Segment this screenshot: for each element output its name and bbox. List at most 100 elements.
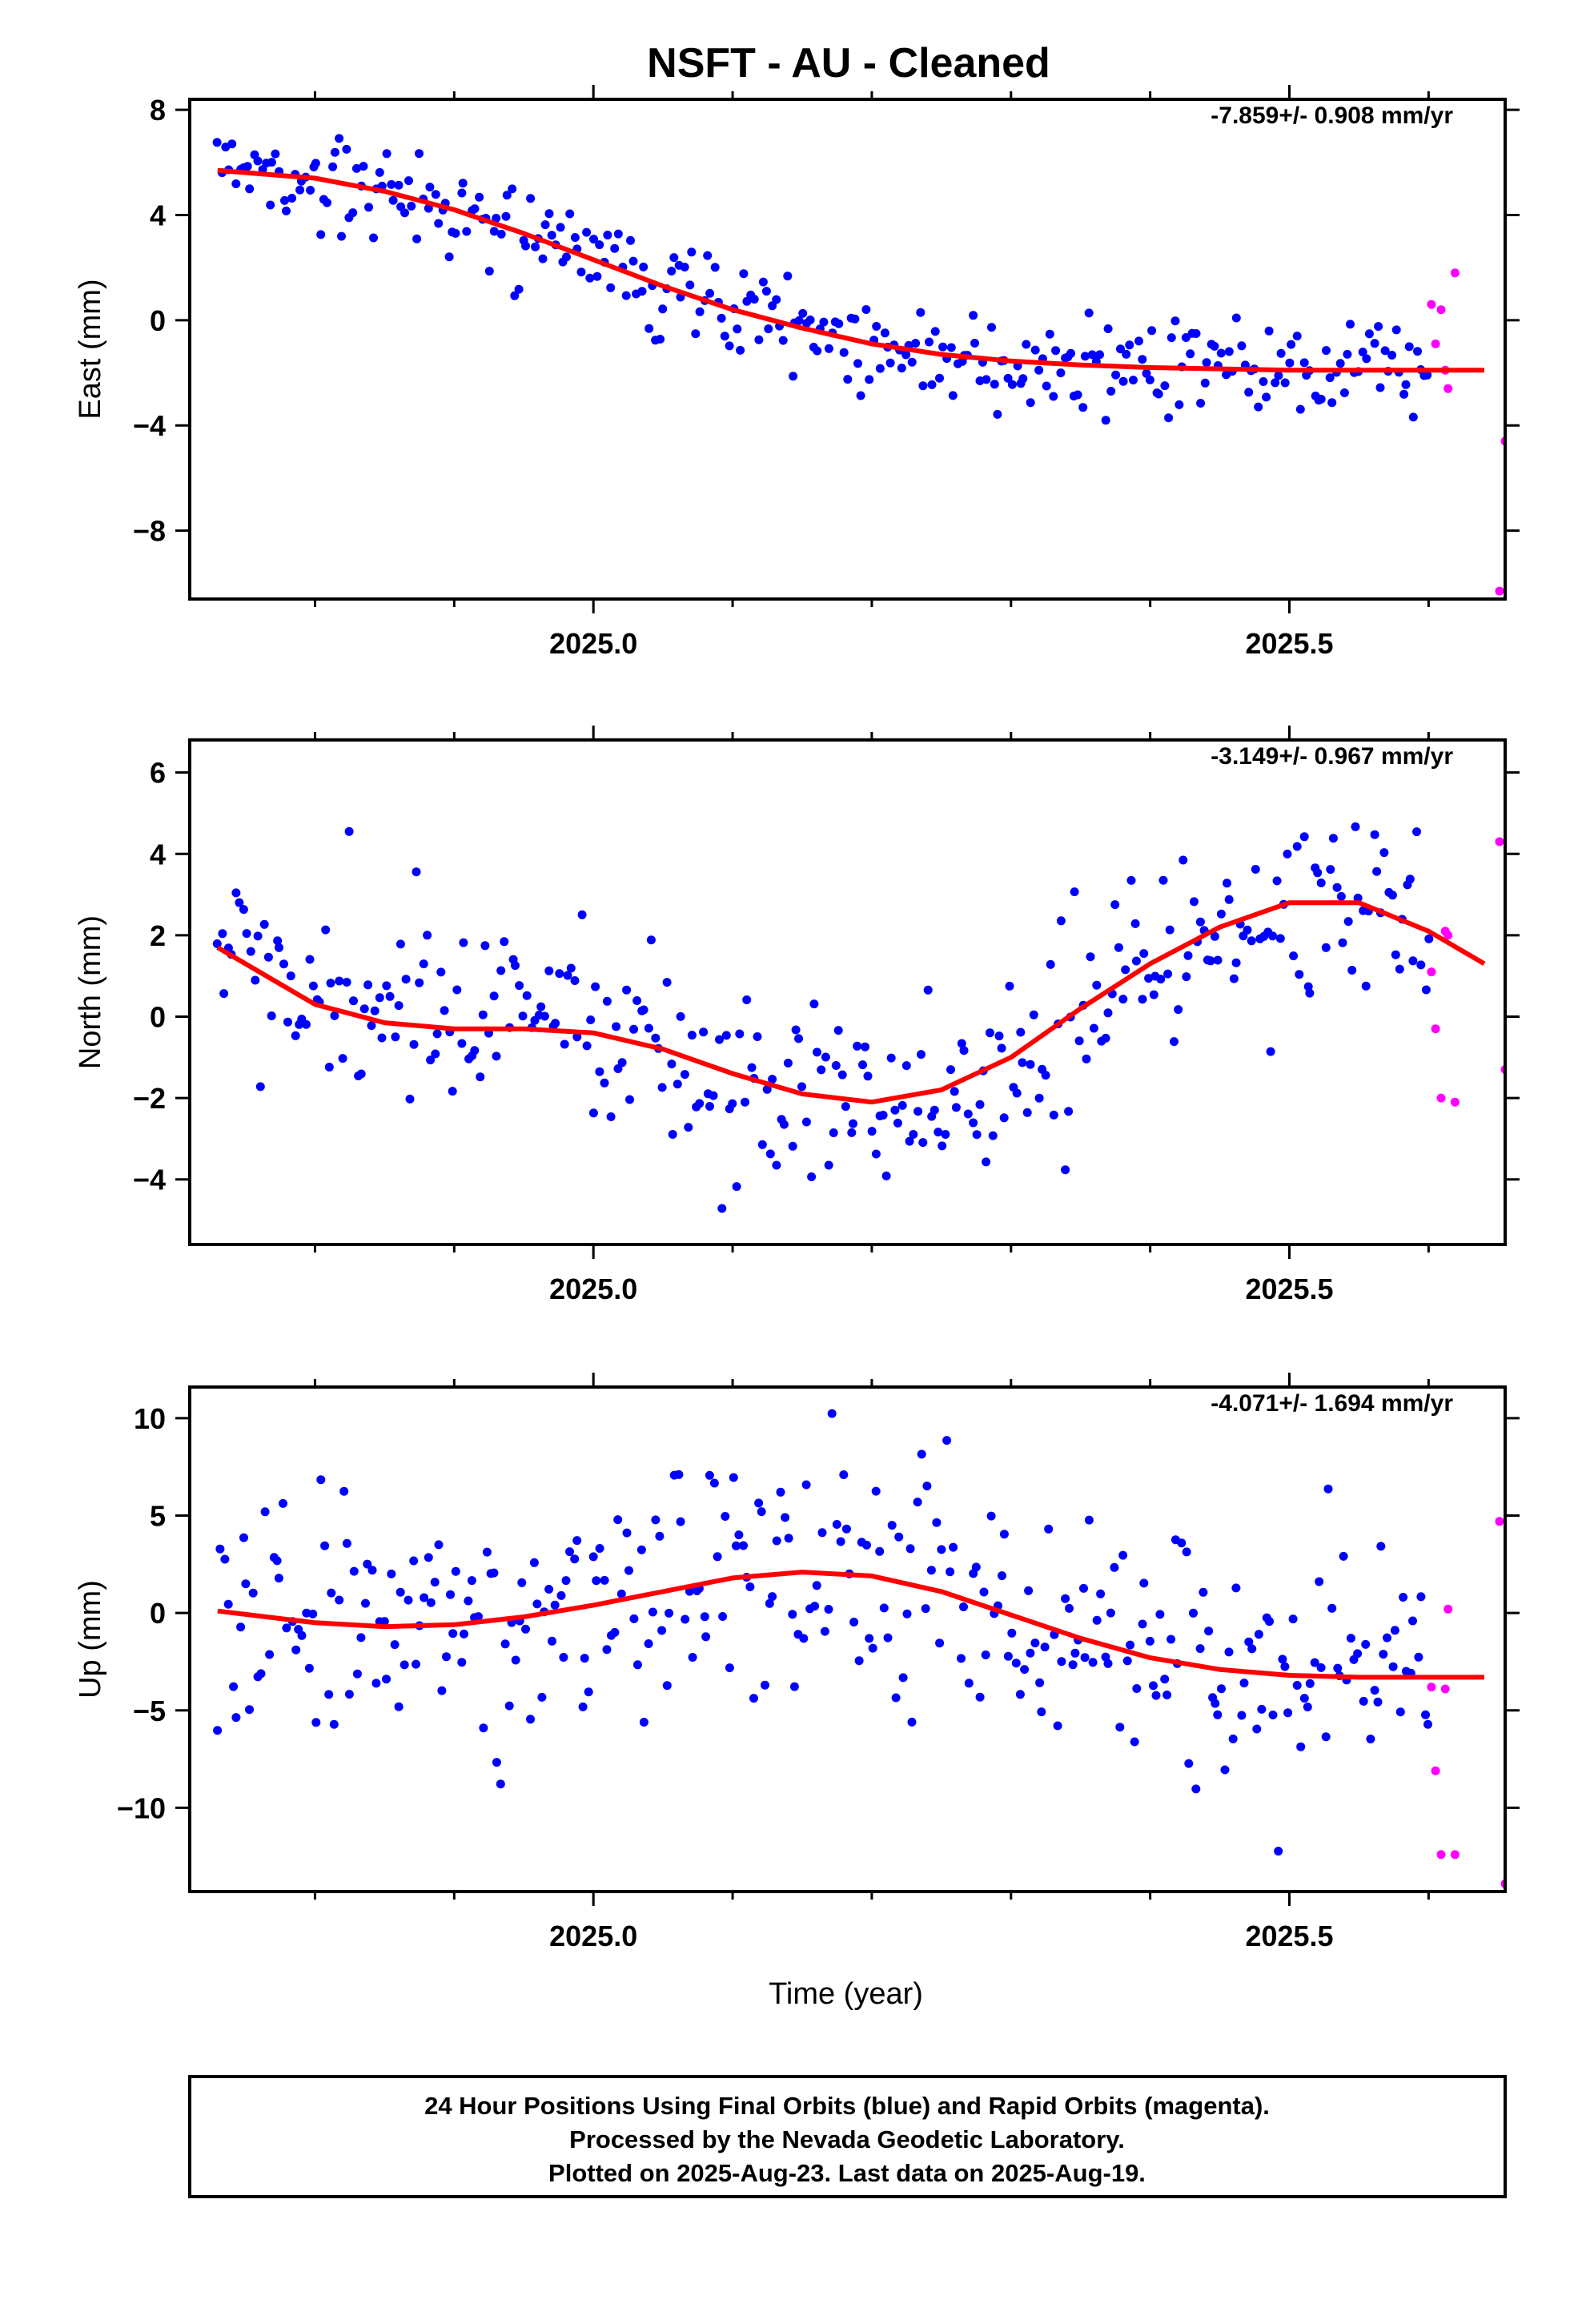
- final-orbit-point: [1080, 1653, 1090, 1663]
- final-orbit-point: [1130, 919, 1140, 928]
- final-orbit-point: [1034, 365, 1044, 375]
- final-orbit-point: [930, 327, 940, 336]
- final-orbit-point: [847, 1128, 857, 1137]
- footer-line-2: Processed by the Nevada Geodetic Laborat…: [569, 2125, 1125, 2153]
- final-orbit-point: [695, 307, 705, 316]
- final-orbit-point: [999, 1113, 1009, 1123]
- final-orbit-point: [521, 1624, 530, 1634]
- y-tick-label: −10: [117, 1791, 166, 1824]
- final-orbit-point: [375, 167, 384, 177]
- final-orbit-point: [1190, 897, 1199, 907]
- final-orbit-point: [370, 1006, 379, 1015]
- final-orbit-point: [1101, 1033, 1110, 1043]
- final-orbit-point: [282, 1623, 291, 1633]
- y-axis-label: North (mm): [74, 915, 107, 1069]
- final-orbit-point: [592, 1576, 601, 1586]
- final-orbit-point: [432, 1029, 442, 1039]
- final-orbit-point: [555, 969, 564, 979]
- final-orbit-point: [255, 1082, 265, 1092]
- final-orbit-point: [732, 1541, 741, 1550]
- final-orbit-point: [824, 344, 833, 353]
- final-orbit-point: [1138, 1619, 1147, 1629]
- final-orbit-point: [1087, 350, 1097, 360]
- final-orbit-point: [969, 1118, 978, 1128]
- final-orbit-point: [356, 1633, 366, 1642]
- final-orbit-point: [1408, 1616, 1417, 1626]
- final-orbit-point: [1305, 988, 1315, 998]
- final-orbit-point: [1024, 1586, 1034, 1595]
- final-orbit-point: [1200, 378, 1210, 388]
- x-tick-label: 2025.5: [1245, 627, 1333, 660]
- final-orbit-point: [532, 1599, 542, 1609]
- final-orbit-point: [1322, 346, 1331, 356]
- final-orbit-point: [536, 1002, 546, 1011]
- final-orbit-point: [921, 1604, 930, 1614]
- final-orbit-point: [897, 364, 906, 373]
- final-orbit-point: [348, 208, 358, 218]
- final-orbit-point: [907, 357, 917, 367]
- final-orbit-point: [316, 1475, 326, 1485]
- east-panel: 2025.0 2025.5 −8 −4 0 4 8 East (mm) -7.859+/- 0.…: [74, 85, 1520, 660]
- final-orbit-point: [656, 335, 665, 344]
- final-orbit-point: [1080, 352, 1090, 361]
- final-orbit-point: [1343, 917, 1353, 927]
- final-orbit-point: [1247, 936, 1256, 946]
- final-orbit-point: [890, 1105, 900, 1115]
- x-tick-label: 2025.5: [1245, 1273, 1333, 1305]
- final-orbit-point: [1362, 354, 1371, 364]
- final-orbit-point: [1184, 1759, 1194, 1768]
- final-orbit-point: [295, 185, 305, 195]
- final-orbit-point: [794, 316, 804, 325]
- final-orbit-point: [667, 1059, 677, 1069]
- final-orbit-point: [648, 1607, 657, 1617]
- rapid-orbit-point: [1431, 339, 1440, 348]
- final-orbit-point: [602, 996, 612, 1006]
- final-orbit-point: [839, 348, 849, 357]
- final-orbit-point: [720, 332, 729, 341]
- final-orbit-point: [639, 1005, 648, 1015]
- final-orbit-point: [875, 1546, 885, 1556]
- final-orbit-point: [1244, 388, 1254, 397]
- final-orbit-point: [655, 1531, 665, 1541]
- final-orbit-point: [1315, 1577, 1324, 1586]
- final-orbit-point: [388, 195, 398, 205]
- final-orbit-point: [1122, 1656, 1132, 1666]
- final-orbit-point: [434, 1540, 444, 1550]
- final-orbit-point: [245, 1705, 254, 1715]
- final-orbit-point: [651, 1033, 661, 1043]
- final-orbit-point: [1007, 1628, 1017, 1638]
- final-orbit-point: [400, 1660, 409, 1670]
- final-orbit-point: [515, 981, 524, 991]
- final-orbit-point: [1283, 1708, 1293, 1718]
- final-orbit-point: [616, 1589, 626, 1598]
- final-orbit-point: [338, 1054, 347, 1063]
- final-orbit-point: [1189, 1608, 1198, 1618]
- final-orbit-point: [1359, 1696, 1368, 1706]
- final-orbit-point: [1139, 1578, 1149, 1588]
- final-orbit-point: [1068, 1660, 1078, 1670]
- final-orbit-point: [986, 1511, 996, 1521]
- final-orbit-point: [813, 346, 822, 356]
- final-orbit-point: [1195, 917, 1205, 927]
- final-orbit-point: [431, 1049, 440, 1059]
- final-orbit-point: [1299, 358, 1309, 368]
- final-orbit-point: [1216, 909, 1226, 919]
- final-orbit-point: [415, 149, 424, 159]
- final-orbit-point: [1231, 1583, 1241, 1593]
- final-orbit-point: [412, 1659, 420, 1669]
- final-orbit-point: [1101, 416, 1110, 425]
- final-orbit-point: [566, 963, 576, 973]
- final-orbit-point: [1092, 1615, 1102, 1625]
- final-orbit-point: [963, 1109, 973, 1119]
- y-tick-label: 5: [150, 1500, 166, 1533]
- final-orbit-point: [1316, 879, 1326, 887]
- final-orbit-point: [544, 966, 554, 975]
- final-orbit-point: [1421, 1710, 1430, 1719]
- final-orbit-point: [1268, 931, 1278, 941]
- final-orbit-point: [817, 1065, 826, 1075]
- final-orbit-point: [1026, 1059, 1035, 1069]
- final-orbit-point: [1274, 1847, 1283, 1856]
- final-orbit-point: [1111, 370, 1121, 380]
- final-orbit-point: [415, 978, 424, 987]
